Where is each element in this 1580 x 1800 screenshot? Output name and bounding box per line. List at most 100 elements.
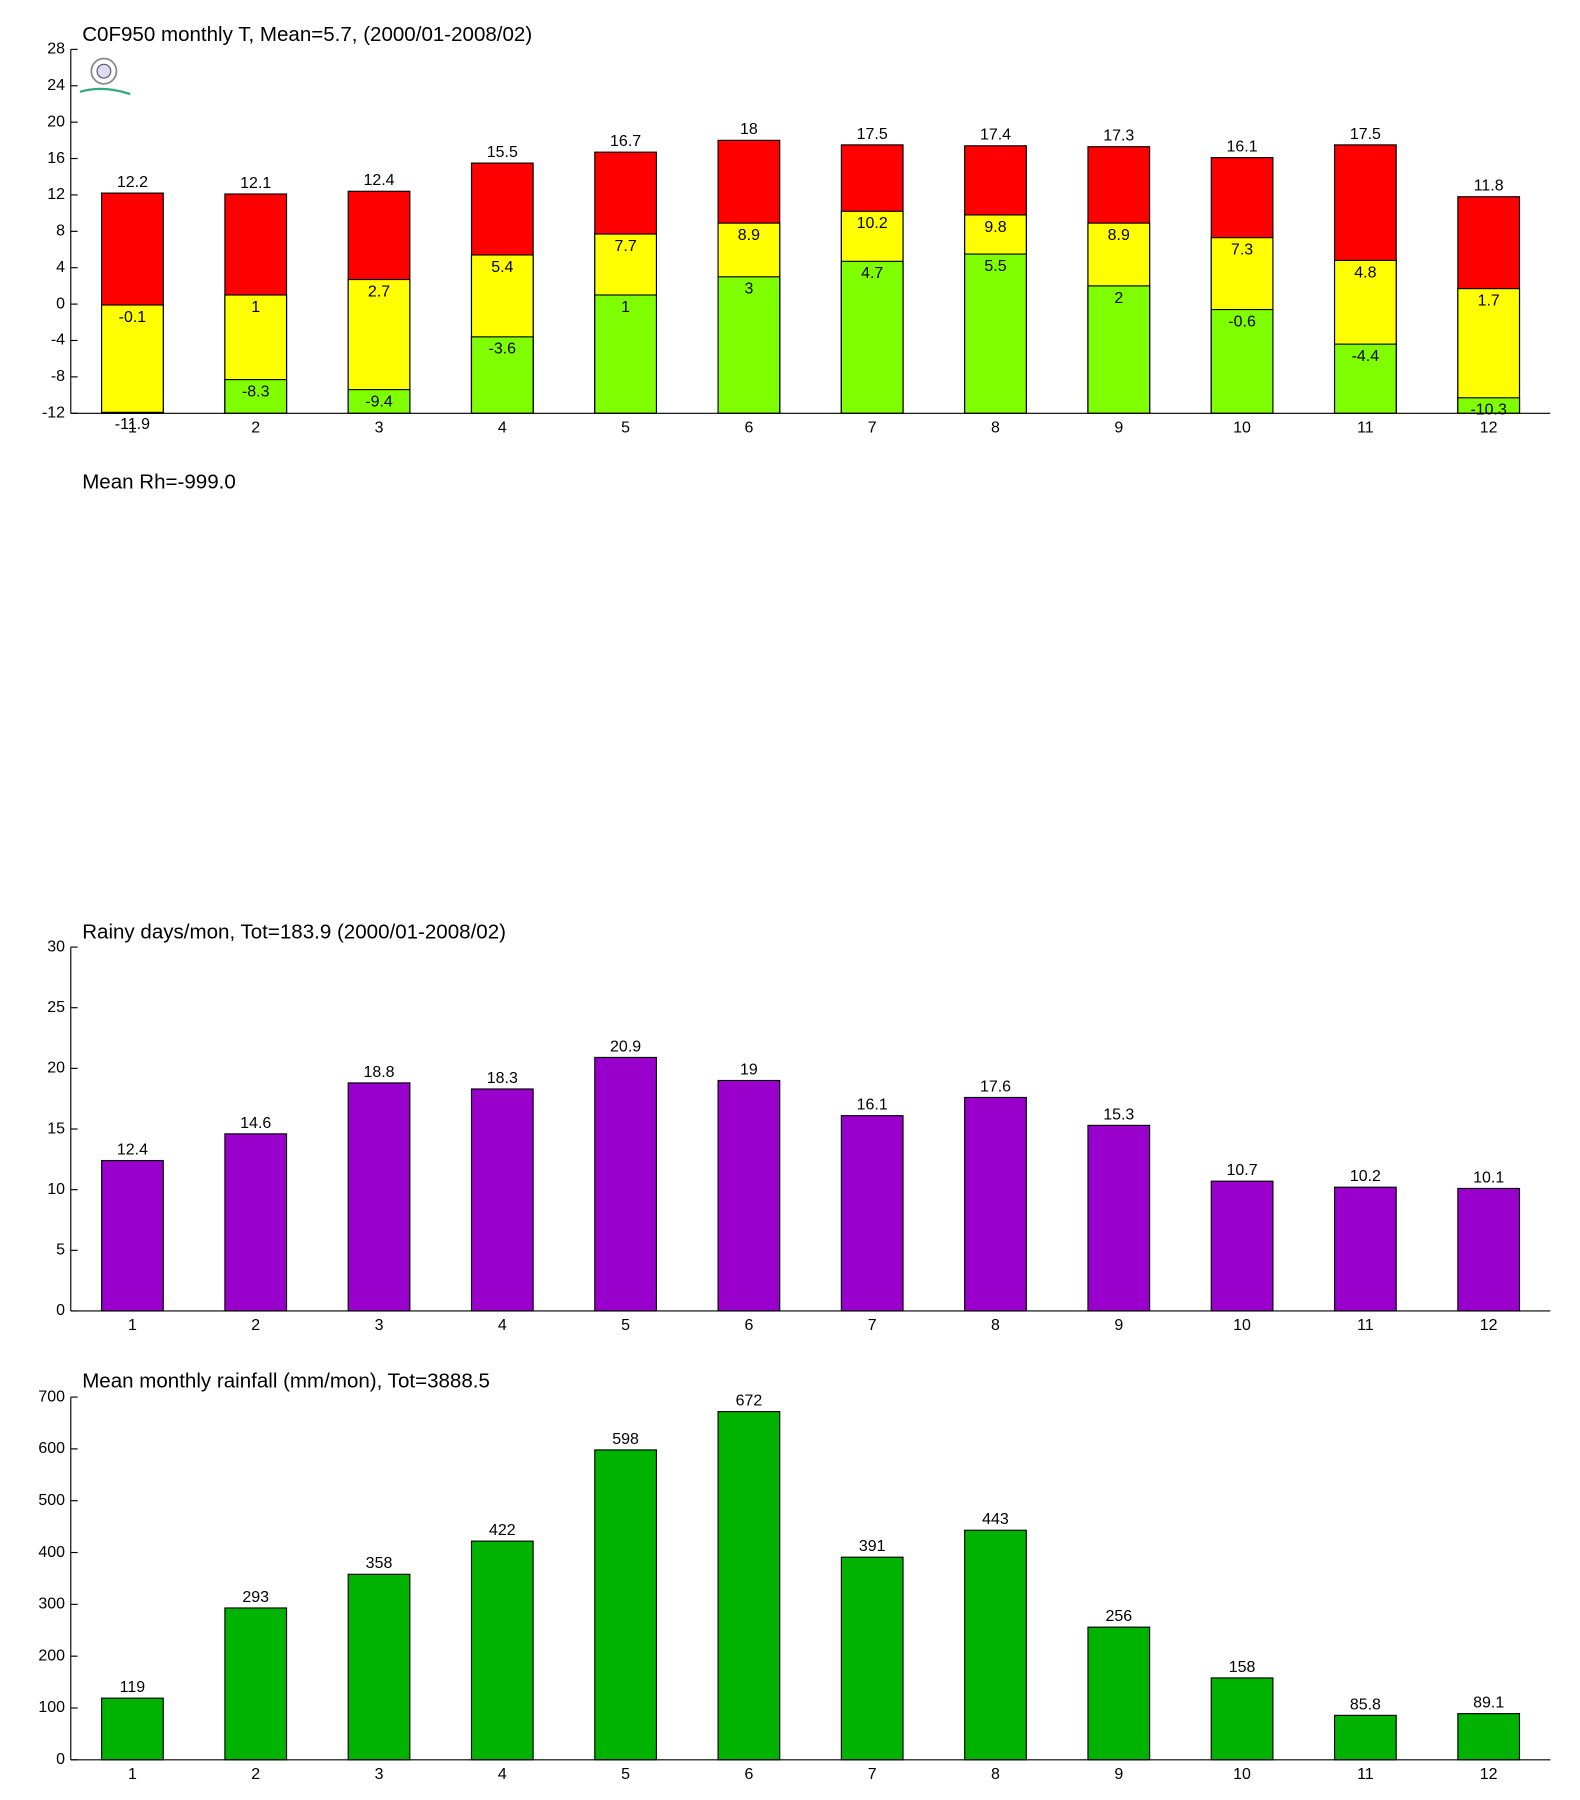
data-label: -3.6 <box>489 340 517 358</box>
data-label: 4.7 <box>861 264 883 282</box>
bar <box>594 294 658 414</box>
y-tick-label: 16 <box>47 149 65 167</box>
bar <box>470 1540 534 1761</box>
chart-title: C0F950 monthly T, Mean=5.7, (2000/01-200… <box>82 23 532 46</box>
x-tick-label: 5 <box>621 1765 630 1783</box>
data-label: 443 <box>982 1510 1009 1528</box>
data-label: 1 <box>621 298 630 316</box>
y-tick-label: 24 <box>47 76 65 94</box>
data-label: 18.8 <box>363 1063 394 1081</box>
bar <box>1457 288 1521 414</box>
data-label: 12.1 <box>240 174 271 192</box>
data-label: 5.5 <box>984 257 1006 275</box>
data-label: 17.4 <box>980 126 1011 144</box>
x-tick-label: 4 <box>498 1316 507 1334</box>
data-label: 89.1 <box>1473 1694 1504 1712</box>
data-label: 119 <box>120 1678 146 1696</box>
bar <box>1333 1186 1397 1312</box>
x-tick-label: 10 <box>1233 1765 1251 1783</box>
bar <box>1457 1187 1521 1312</box>
data-label: 5.4 <box>491 258 513 276</box>
data-label: 18 <box>740 120 758 138</box>
data-label: 19 <box>740 1060 758 1078</box>
bar <box>964 253 1027 414</box>
x-tick-label: 12 <box>1480 1316 1498 1334</box>
x-tick-label: 9 <box>1114 1316 1123 1334</box>
data-label: 7.3 <box>1231 241 1253 259</box>
y-tick-label: 5 <box>56 1241 65 1259</box>
bar <box>101 1697 164 1761</box>
x-tick-label: 7 <box>868 1765 877 1783</box>
data-label: 10.1 <box>1473 1168 1504 1186</box>
x-tick-label: 2 <box>251 1765 260 1783</box>
data-label: 20.9 <box>610 1037 641 1055</box>
x-tick-label: 10 <box>1233 1316 1251 1334</box>
bar <box>224 1607 288 1761</box>
data-label: -10.3 <box>1470 401 1506 419</box>
x-tick-label: 2 <box>251 418 260 436</box>
x-tick-label: 9 <box>1114 1765 1123 1783</box>
y-tick-label: 400 <box>38 1543 65 1561</box>
data-label: 1 <box>251 298 260 316</box>
data-label: 11.8 <box>1474 177 1504 195</box>
x-tick-label: 4 <box>498 418 507 436</box>
data-label: 422 <box>489 1521 516 1539</box>
chart-title: Mean Rh=-999.0 <box>82 471 236 494</box>
y-tick-label: 20 <box>47 112 65 130</box>
y-tick-label: 0 <box>56 1750 65 1768</box>
data-label: 672 <box>736 1391 763 1409</box>
data-label: 10.2 <box>857 214 888 232</box>
x-tick-label: 7 <box>868 418 877 436</box>
data-label: 358 <box>366 1554 393 1572</box>
data-label: 15.3 <box>1103 1105 1134 1123</box>
bar <box>470 1088 534 1312</box>
data-label: 12.2 <box>117 173 148 191</box>
data-label: 8.9 <box>738 226 760 244</box>
data-label: 17.6 <box>980 1077 1011 1095</box>
y-tick-label: 0 <box>56 294 65 312</box>
y-tick-label: 20 <box>47 1059 65 1077</box>
bar <box>347 1082 411 1312</box>
bar <box>347 1573 411 1761</box>
bar <box>1333 343 1397 414</box>
data-label: 12.4 <box>117 1140 148 1158</box>
x-tick-label: 10 <box>1233 418 1251 436</box>
data-label: -11.9 <box>115 415 150 433</box>
bar <box>717 1411 781 1761</box>
y-tick-label: 25 <box>47 998 65 1016</box>
bar <box>594 1056 658 1312</box>
data-label: -0.6 <box>1228 312 1256 330</box>
x-tick-label: 5 <box>621 418 630 436</box>
data-label: -0.1 <box>119 308 147 326</box>
data-label: 16.1 <box>857 1096 888 1114</box>
y-tick-label: 30 <box>47 937 65 955</box>
x-tick-label: 6 <box>744 1316 753 1334</box>
x-tick-label: 11 <box>1357 1316 1374 1334</box>
bar <box>1457 1713 1521 1761</box>
bar <box>964 1529 1027 1761</box>
data-label: 85.8 <box>1350 1695 1381 1713</box>
data-label: 8.9 <box>1108 226 1130 244</box>
y-tick-label: 300 <box>38 1595 65 1613</box>
bar <box>470 336 534 414</box>
data-label: 15.5 <box>487 143 518 161</box>
bar <box>594 1449 658 1761</box>
data-label: 14.6 <box>240 1114 271 1132</box>
bar <box>840 1556 904 1761</box>
bar <box>840 1115 904 1312</box>
x-tick-label: 1 <box>128 1765 137 1783</box>
data-label: 7.7 <box>615 237 637 255</box>
chart-title: Mean monthly rainfall (mm/mon), Tot=3888… <box>82 1370 490 1393</box>
x-tick-label: 7 <box>868 1316 877 1334</box>
data-label: 12.4 <box>363 171 394 189</box>
chart-title: Rainy days/mon, Tot=183.9 (2000/01-2008/… <box>82 921 506 944</box>
data-label: 2.7 <box>368 282 390 300</box>
data-label: 3 <box>744 280 753 298</box>
data-label: 17.5 <box>857 125 888 143</box>
data-label: 293 <box>242 1588 269 1606</box>
bar <box>717 276 781 414</box>
data-label: 16.1 <box>1227 137 1258 155</box>
data-label: 9.8 <box>984 218 1006 236</box>
